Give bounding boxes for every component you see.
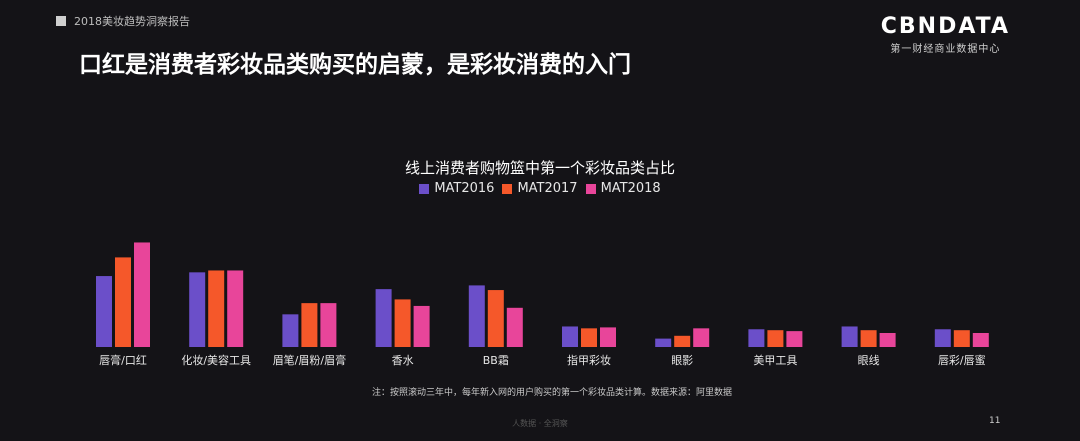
bar-mat2016-9	[934, 329, 951, 347]
bar-mat2017-7	[767, 330, 784, 347]
footnote: 注：按照滚动三年中，每年新入网的用户购买的第一个彩妆品类计算。数据来源：阿里数据	[372, 388, 733, 398]
bar-mat2016-7	[748, 329, 765, 347]
bar-mat2017-4	[487, 290, 504, 347]
bar-mat2016-8	[841, 326, 858, 347]
category-label-6: 眼影	[671, 354, 693, 367]
watermark: 人数据 · 全洞察	[512, 419, 568, 428]
legend-label-mat2018: MAT2018	[600, 181, 661, 196]
brand: CBNDATA 第一财经商业数据中心	[881, 14, 1010, 55]
header-square-icon	[56, 16, 66, 26]
bar-mat2018-7	[786, 331, 803, 347]
bar-mat2018-9	[972, 333, 989, 347]
category-label-0: 唇膏/口红	[99, 353, 147, 367]
category-label-9: 唇彩/唇蜜	[938, 353, 986, 367]
bar-mat2016-6	[655, 338, 672, 347]
bar-mat2017-1	[208, 270, 225, 347]
bar-mat2018-8	[879, 333, 896, 347]
category-label-7: 美甲工具	[753, 354, 797, 367]
legend-swatch-mat2018	[585, 183, 596, 194]
legend-swatch-mat2017	[502, 183, 513, 194]
bar-mat2016-5	[562, 326, 578, 347]
bar-mat2017-2	[301, 303, 318, 347]
chart-title: 线上消费者购物篮中第一个彩妆品类占比	[404, 159, 675, 177]
category-label-3: 香水	[392, 354, 414, 367]
bar-mat2018-4	[506, 307, 523, 347]
page-number: 11	[989, 416, 1001, 426]
legend-swatch-mat2016	[419, 183, 430, 194]
category-label-4: BB霜	[483, 354, 509, 367]
bar-mat2016-4	[468, 285, 485, 347]
bar-mat2018-6	[693, 328, 710, 347]
page-headline: 口红是消费者彩妆品类购买的启蒙，是彩妆消费的入门	[79, 52, 631, 78]
bar-mat2016-0	[96, 276, 112, 347]
category-label-2: 眉笔/眉粉/眉膏	[273, 353, 346, 367]
report-label: 2018美妆趋势洞察报告	[74, 15, 190, 28]
bar-mat2017-5	[581, 328, 597, 347]
bar-mat2017-3	[394, 299, 411, 347]
chart-legend: MAT2016 MAT2017 MAT2018	[0, 181, 1080, 196]
bar-mat2017-0	[115, 257, 131, 347]
bar-mat2017-9	[953, 330, 970, 347]
category-label-1: 化妆/美容工具	[181, 353, 251, 367]
legend-item-mat2017: MAT2017	[502, 181, 578, 196]
bar-mat2016-2	[282, 314, 299, 347]
legend-item-mat2016: MAT2016	[419, 181, 494, 196]
category-label-5: 指甲彩妆	[567, 353, 611, 367]
brand-logo: CBNDATA	[880, 14, 1010, 39]
bar-mat2017-6	[674, 335, 691, 347]
legend-label-mat2017: MAT2017	[517, 181, 578, 196]
legend-item-mat2018: MAT2018	[585, 181, 661, 196]
bar-mat2018-1	[227, 270, 244, 347]
bar-mat2018-0	[134, 242, 150, 347]
bar-mat2016-1	[189, 272, 206, 347]
bar-mat2017-8	[860, 330, 877, 347]
legend-label-mat2016: MAT2016	[434, 181, 495, 196]
bar-mat2016-3	[375, 289, 392, 347]
bar-mat2018-3	[413, 305, 430, 347]
brand-subtitle: 第一财经商业数据中心	[890, 44, 1001, 55]
bar-mat2018-5	[600, 327, 616, 347]
category-label-8: 眼线	[858, 353, 880, 367]
bar-mat2018-2	[320, 303, 337, 347]
